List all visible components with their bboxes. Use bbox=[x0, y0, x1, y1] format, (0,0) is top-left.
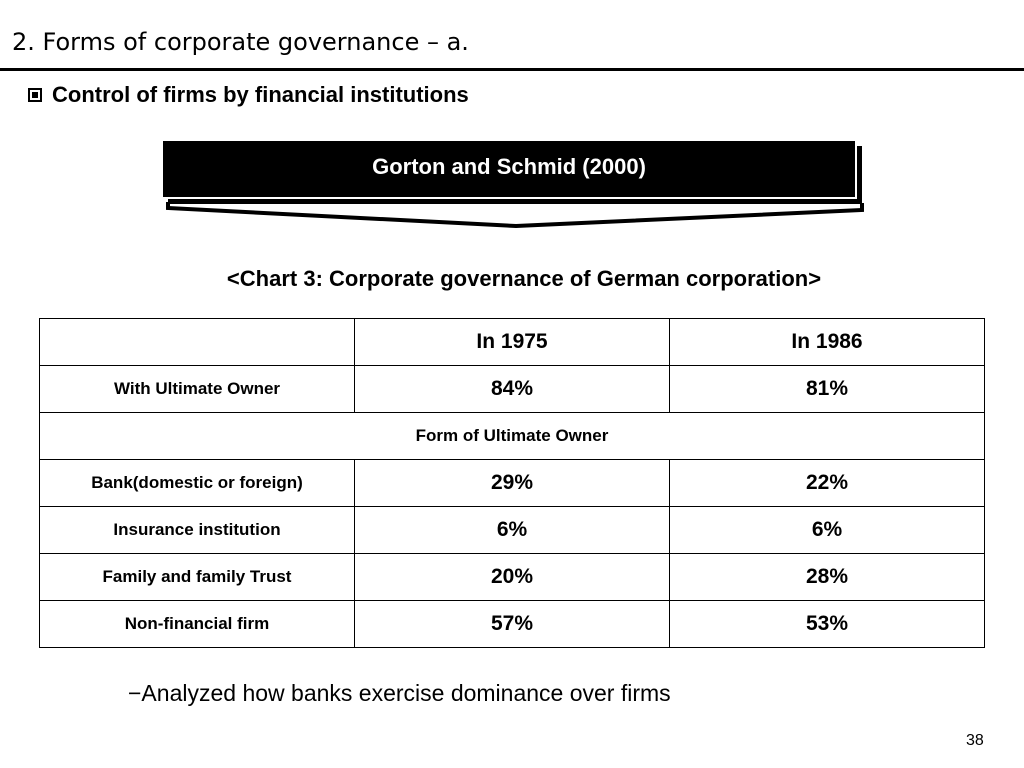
header-corner bbox=[39, 318, 355, 366]
table-row: Insurance institution 6% 6% bbox=[39, 506, 985, 554]
value-1986: 28% bbox=[669, 553, 985, 601]
analysis-note: −Analyzed how banks exercise dominance o… bbox=[128, 680, 671, 706]
table-row: Bank(domestic or foreign) 29% 22% bbox=[39, 459, 985, 507]
table-row: Family and family Trust 20% 28% bbox=[39, 553, 985, 601]
row-label: With Ultimate Owner bbox=[39, 365, 355, 413]
chart-caption: <Chart 3: Corporate governance of German… bbox=[226, 266, 822, 291]
header-1975: In 1975 bbox=[354, 318, 670, 366]
value-1975: 29% bbox=[354, 459, 670, 507]
value-1975: 57% bbox=[354, 600, 670, 648]
value-1975: 84% bbox=[354, 365, 670, 413]
source-banner: Gorton and Schmid (2000) bbox=[162, 140, 866, 230]
value-1986: 6% bbox=[669, 506, 985, 554]
header-1986: In 1986 bbox=[669, 318, 985, 366]
row-label: Non-financial firm bbox=[39, 600, 355, 648]
square-bullet-icon bbox=[28, 88, 42, 102]
slide-title: 2. Forms of corporate governance – a. bbox=[12, 28, 469, 56]
row-label: Insurance institution bbox=[39, 506, 355, 554]
subtitle-text: Control of firms by financial institutio… bbox=[52, 82, 469, 107]
page-number: 38 bbox=[966, 732, 984, 749]
section-row-label: Form of Ultimate Owner bbox=[39, 412, 985, 460]
banner-text: Gorton and Schmid (2000) bbox=[372, 154, 646, 179]
governance-table: In 1975 In 1986 With Ultimate Owner 84% … bbox=[39, 318, 985, 648]
section-subtitle: Control of firms by financial institutio… bbox=[28, 82, 469, 108]
banner-arrow-shape bbox=[162, 140, 864, 229]
value-1986: 81% bbox=[669, 365, 985, 413]
value-1975: 20% bbox=[354, 553, 670, 601]
value-1975: 6% bbox=[354, 506, 670, 554]
value-1986: 53% bbox=[669, 600, 985, 648]
table-row: With Ultimate Owner 84% 81% bbox=[39, 365, 985, 413]
title-divider bbox=[0, 68, 1024, 71]
table-row-span: Form of Ultimate Owner bbox=[39, 412, 985, 460]
table-header-row: In 1975 In 1986 bbox=[39, 318, 985, 366]
value-1986: 22% bbox=[669, 459, 985, 507]
row-label: Family and family Trust bbox=[39, 553, 355, 601]
row-label: Bank(domestic or foreign) bbox=[39, 459, 355, 507]
table-row: Non-financial firm 57% 53% bbox=[39, 600, 985, 648]
